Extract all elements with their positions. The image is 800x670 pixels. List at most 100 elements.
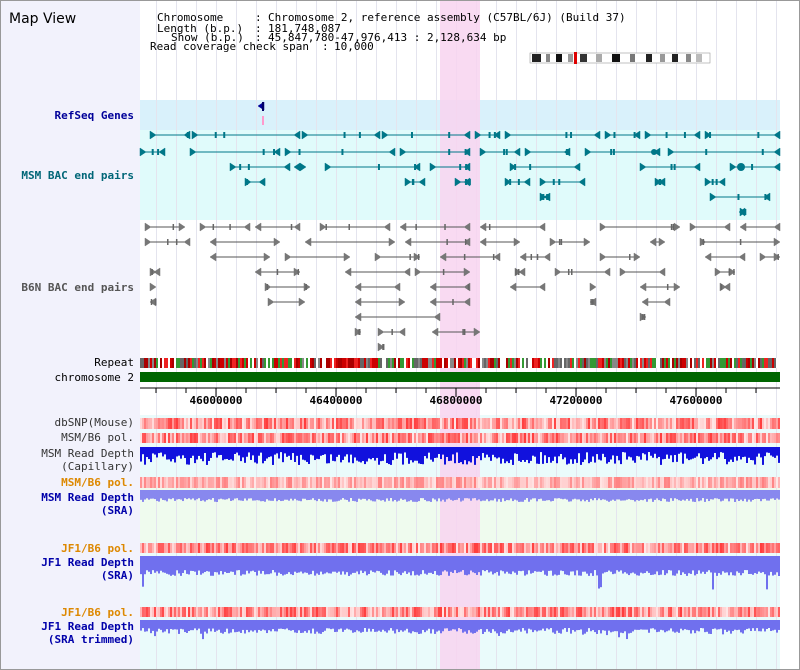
depth-bar [748, 447, 750, 458]
track-label-b6n-bac[interactable]: B6N BAC end pairs [21, 281, 134, 294]
depth-bar [184, 556, 186, 571]
msm-depth-capillary-plot[interactable] [140, 447, 780, 465]
heat-cell [380, 418, 382, 429]
track-label-msm-b6-pol-2[interactable]: MSM/B6 pol. [61, 476, 134, 489]
depth-bar [344, 490, 346, 500]
track-label-jf1-b6-pol[interactable]: JF1/B6 pol. [61, 542, 134, 555]
repeat-segment [556, 358, 558, 368]
bac-end-arrow [773, 237, 781, 247]
heat-cell [410, 543, 412, 553]
repeat-segment [586, 358, 588, 368]
chromosome-bar[interactable] [140, 372, 780, 382]
repeat-segment [446, 358, 448, 368]
depth-bar [438, 490, 440, 499]
heat-cell [484, 607, 486, 617]
depth-bar [754, 556, 756, 574]
heat-cell [310, 477, 312, 488]
bac-end-arrow [381, 130, 389, 140]
depth-bar [262, 620, 264, 630]
refseq-genes-track[interactable] [257, 101, 265, 125]
depth-bar [562, 490, 564, 500]
depth-bar [632, 490, 634, 501]
heat-cell [654, 418, 656, 429]
repeat-segment [610, 358, 612, 368]
track-label-jf1-depth-trimmed[interactable]: JF1 Read Depth [41, 620, 134, 633]
heat-cell [448, 418, 450, 429]
repeat-segment [652, 358, 654, 368]
heat-cell [484, 418, 486, 429]
depth-bar [202, 556, 204, 574]
depth-bar [430, 556, 432, 573]
heat-cell [296, 418, 298, 429]
jf1-b6-pol-strip[interactable] [140, 543, 780, 553]
heat-cell [612, 433, 614, 443]
depth-bar [388, 620, 390, 631]
depth-bar [338, 490, 340, 501]
heat-cell [548, 607, 550, 617]
msm-depth-sra-plot[interactable] [140, 490, 780, 502]
heat-cell [756, 433, 758, 443]
heat-cell [736, 543, 738, 553]
b6n-bac-track[interactable] [144, 222, 781, 352]
repeat-segment [658, 358, 660, 368]
heat-cell [560, 418, 562, 429]
repeat-segment [200, 358, 202, 368]
repeat-segment [476, 358, 478, 368]
repeat-segment [508, 358, 510, 368]
heat-cell [376, 433, 378, 443]
depth-bar [450, 490, 452, 500]
chromosome-ideogram[interactable] [529, 52, 711, 64]
bac-end-arrow [254, 222, 262, 232]
depth-bar [160, 490, 162, 499]
depth-bar [636, 490, 638, 501]
heat-cell [340, 433, 342, 443]
heat-cell [442, 433, 444, 443]
track-label-dbsnp[interactable]: dbSNP(Mouse) [55, 416, 134, 429]
repeat-segment [358, 358, 360, 368]
msm-b6-pol-strip-2[interactable] [140, 477, 780, 488]
depth-bar [260, 490, 262, 502]
heat-cell [530, 433, 532, 443]
heat-cell [218, 433, 220, 443]
jf1-depth-trimmed-plot[interactable] [140, 620, 780, 640]
track-label-msm-bac[interactable]: MSM BAC end pairs [21, 169, 134, 182]
heat-cell [684, 543, 686, 553]
heat-cell [694, 543, 696, 553]
repeat-segment [216, 358, 218, 368]
heat-cell [522, 543, 524, 553]
heat-cell [616, 607, 618, 617]
track-label-refseq[interactable]: RefSeq Genes [55, 109, 134, 122]
heat-cell [676, 477, 678, 488]
track-label-jf1-depth-sra[interactable]: JF1 Read Depth [41, 556, 134, 569]
track-label-jf1-b6-pol-2[interactable]: JF1/B6 pol. [61, 606, 134, 619]
depth-bar [694, 490, 696, 502]
repeat-segment [676, 358, 678, 368]
bac-end-arrow [144, 222, 152, 232]
heat-cell [502, 607, 504, 617]
msm-bac-track[interactable] [139, 130, 781, 217]
track-label-msm-depth-capillary[interactable]: MSM Read Depth [41, 447, 134, 460]
depth-bar [534, 556, 536, 572]
heat-cell [376, 607, 378, 617]
heat-cell [502, 543, 504, 553]
track-label-msm-b6-pol[interactable]: MSM/B6 pol. [61, 431, 134, 444]
depth-bar [308, 490, 310, 500]
heat-cell [154, 418, 156, 429]
heat-cell [322, 543, 324, 553]
depth-bar [416, 490, 418, 502]
heat-cell [208, 607, 210, 617]
heat-cell [190, 477, 192, 488]
depth-bar [624, 556, 626, 573]
heat-cell [430, 543, 432, 553]
msm-b6-pol-strip[interactable] [140, 433, 780, 443]
repeat-track[interactable] [140, 358, 780, 368]
jf1-depth-sra-plot[interactable] [140, 556, 780, 590]
heat-cell [672, 607, 674, 617]
jf1-b6-pol-strip-2[interactable] [140, 607, 780, 617]
track-label-msm-depth-sra[interactable]: MSM Read Depth [41, 491, 134, 504]
heat-cell [168, 607, 170, 617]
heat-cell [352, 543, 354, 553]
depth-bar [278, 556, 280, 573]
dbsnp-strip[interactable] [140, 418, 780, 429]
